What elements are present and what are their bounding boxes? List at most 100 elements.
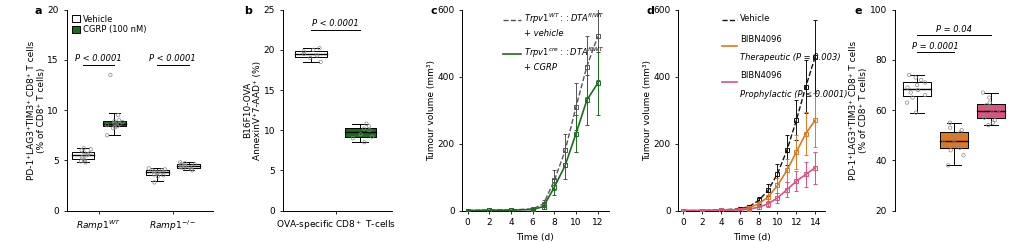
Point [985,121,1001,125]
Point [173,163,189,167]
Point [907,76,924,79]
Point [899,86,915,90]
Point [77,160,93,164]
Point [990,108,1007,112]
Text: a: a [35,6,42,16]
X-axis label: Time (d): Time (d) [733,233,770,242]
Point [105,126,122,130]
Point [74,155,90,159]
Point [902,91,919,94]
Text: Prophylactic (P ≤ 0.0001): Prophylactic (P ≤ 0.0001) [740,90,848,98]
Point [302,56,318,60]
Y-axis label: Tumour volume (mm³): Tumour volume (mm³) [643,60,652,161]
Point [984,111,1000,114]
Point [99,123,116,127]
Y-axis label: Tumour volume (mm³): Tumour volume (mm³) [427,60,436,161]
Point [82,151,98,155]
Point [181,166,198,169]
Point [907,111,924,114]
Point [913,78,930,82]
Text: + CGRP: + CGRP [523,63,557,72]
Point [112,122,128,126]
Point [173,166,189,169]
Text: BIBN4096: BIBN4096 [740,71,781,80]
Point [184,168,201,172]
Point [76,156,92,160]
Point [145,169,162,173]
Point [311,46,328,50]
Point [975,113,991,117]
Point [364,135,380,139]
Point [79,153,95,157]
X-axis label: Time (d): Time (d) [516,233,554,242]
Point [77,158,93,162]
Y-axis label: PD-1⁺LAG3⁺TIM3⁺ CD8⁺ T cells
(% of CD8⁺ T cells): PD-1⁺LAG3⁺TIM3⁺ CD8⁺ T cells (% of CD8⁺ … [849,41,868,180]
Point [951,146,968,150]
Point [150,171,166,175]
Y-axis label: PD-1⁺LAG3⁺TIM3⁺ CD8⁺ T cells
(% of CD8⁺ T cells): PD-1⁺LAG3⁺TIM3⁺ CD8⁺ T cells (% of CD8⁺ … [27,41,46,180]
Point [102,73,119,77]
Point [953,128,970,132]
Text: BIBN4096: BIBN4096 [740,35,781,44]
Text: $\it{Trpv1}$$^{\it{cre}}$$\it{::DTA}$$^{\it{fl/WT}}$: $\it{Trpv1}$$^{\it{cre}}$$\it{::DTA}$$^{… [523,46,604,60]
Point [360,124,377,128]
Legend: Vehicle, CGRP (100 nM): Vehicle, CGRP (100 nM) [71,14,147,35]
Point [76,146,92,150]
Text: + vehicle: + vehicle [523,29,563,38]
Point [177,161,194,165]
Point [909,88,926,92]
Text: c: c [430,6,437,16]
Point [980,123,996,127]
Point [172,160,188,164]
Point [177,163,194,167]
Point [296,52,312,56]
Point [177,164,194,168]
Point [76,150,92,154]
Point [309,53,326,57]
Point [312,60,329,64]
Text: P < 0.0001: P < 0.0001 [312,19,359,28]
Point [154,168,170,172]
Point [305,48,322,52]
Point [901,73,918,77]
Point [916,93,933,97]
Point [358,122,375,126]
Text: $\it{Trpv1}$$^{\it{WT}}$$\it{::DTA}$$^{\it{fl/WT}}$: $\it{Trpv1}$$^{\it{WT}}$$\it{::DTA}$$^{\… [523,12,604,26]
Point [99,133,116,137]
Point [942,121,958,125]
Point [157,167,173,171]
Point [146,181,163,184]
Text: P = 0.04: P = 0.04 [936,24,972,34]
Point [83,147,99,151]
Point [150,174,166,178]
Point [73,159,89,163]
Point [110,113,126,117]
Point [110,124,126,128]
Text: d: d [646,6,654,16]
Point [981,106,997,110]
Point [942,148,958,152]
Point [982,101,998,105]
Point [186,162,203,166]
Point [106,119,123,123]
Point [150,170,166,174]
Point [942,126,958,130]
Point [352,132,369,136]
Text: Therapeutic (P = 0.003): Therapeutic (P = 0.003) [740,53,841,62]
Point [156,174,172,177]
Point [155,170,171,174]
Point [936,141,952,145]
Point [904,96,921,99]
Point [74,148,90,152]
Text: P < 0.0001: P < 0.0001 [150,54,197,63]
Point [361,128,378,132]
Y-axis label: B16F10-OVA
AnnexinV⁺7-AAD⁺ (%): B16F10-OVA AnnexinV⁺7-AAD⁺ (%) [243,60,262,160]
Point [975,91,991,94]
Point [946,133,963,137]
Point [111,118,127,122]
Point [183,167,200,171]
Point [987,118,1004,122]
Point [106,121,123,125]
Point [978,103,994,107]
Point [356,127,373,130]
